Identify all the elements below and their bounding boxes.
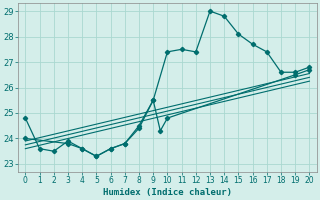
X-axis label: Humidex (Indice chaleur): Humidex (Indice chaleur) <box>103 188 232 197</box>
